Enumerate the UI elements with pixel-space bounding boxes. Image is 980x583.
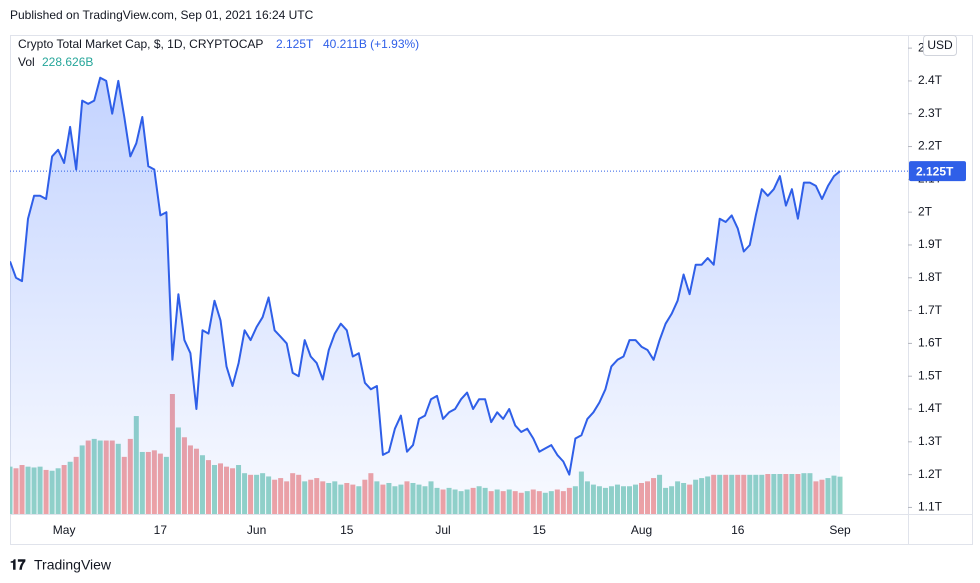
volume-label: 228.626B (42, 55, 93, 69)
y-tick-label: 1.3T (918, 434, 943, 448)
x-tick-label: Sep (829, 523, 851, 537)
area (10, 77, 840, 514)
y-tick-label: 1.6T (918, 336, 943, 350)
y-tick-label: 1.5T (918, 368, 943, 382)
currency-button[interactable]: USD (923, 35, 957, 56)
currency[interactable]: USD (927, 38, 953, 52)
published: Published on TradingView.com, Sep 01, 20… (10, 8, 314, 22)
x-tick-label: Jun (247, 523, 266, 537)
x-tick-label: Jul (435, 523, 450, 537)
x-tick-label: May (53, 523, 76, 537)
y-tick-label: 1.9T (918, 237, 943, 251)
legend-last: 2.125T (276, 37, 314, 51)
logo: 𝟏𝟕 TradingView (10, 557, 112, 573)
y-tick-label: 2.4T (918, 73, 943, 87)
y-tick-label: 1.4T (918, 401, 943, 415)
currency-box[interactable] (923, 35, 957, 56)
y-tick-label: 2.2T (918, 139, 943, 153)
x-tick-label: Aug (631, 523, 652, 537)
last-price-label: 2.125T (916, 164, 954, 178)
y-tick-label: 1.7T (918, 303, 943, 317)
last-price-box (909, 161, 966, 182)
axes: 1.1T 1.2T 1.3T 1.4T 1.5T 1.6T 1.7T 1.8T 1.9T 2T 2.… (10, 40, 966, 537)
x-tick-label: 17 (154, 523, 168, 537)
legend-change: 40.211B (+1.93%) (323, 37, 419, 51)
plot (10, 76, 843, 514)
y-tick-label: 1.1T (918, 500, 943, 514)
logo-mark: 𝟏𝟕 (10, 557, 26, 573)
series-name: Crypto Total Market Cap, $, 1D, CRYPTOCA… (18, 37, 263, 51)
y-tick-label: 2T (918, 204, 933, 218)
y-tick-label: 1.8T (918, 270, 943, 284)
volume-name: Vol (18, 55, 35, 69)
y-tick-label: 1.2T (918, 467, 943, 481)
x-tick-label: 15 (533, 523, 547, 537)
footer: TradingView (34, 557, 112, 573)
x-tick-label: 15 (340, 523, 354, 537)
y-tick-label: 2.3T (918, 106, 943, 120)
line (10, 76, 841, 476)
x-tick-label: 16 (731, 523, 745, 537)
